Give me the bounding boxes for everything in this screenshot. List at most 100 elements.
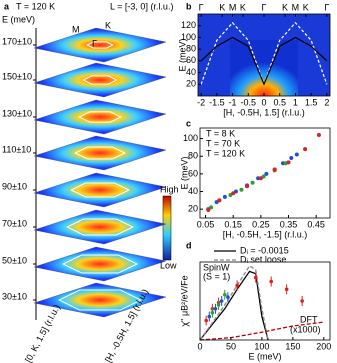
top-tick-label: M [229,2,237,12]
x-axis-label: [H, -0.5H, -1.5] (r.l.u.) [223,229,308,239]
y-tick-label: 100 [183,133,198,143]
x-tick-label: 0.45 [307,219,325,229]
point [250,180,255,185]
point [316,133,321,138]
energy-label: 90±10 [2,181,27,191]
x-tick-label: 0.5 [273,97,286,107]
x-tick-label: 1.5 [305,97,318,107]
top-tick-label: K [240,2,246,12]
colorbar-label: High [160,184,179,194]
point [284,287,289,292]
point [213,307,218,311]
point [294,152,299,157]
x-tick-label: 0.05 [197,219,215,229]
x-axis-label: [0, K, 1.5] (r.l.u.) [23,303,62,363]
colorbar-label: Low [160,260,177,270]
x-tick-label: 0 [261,97,266,107]
subtitle: L = [-3, 0] (r.l.u.) [110,1,173,11]
x-tick-label: -1.5 [209,97,225,107]
annotation: (x1000) [290,324,321,334]
point [269,279,273,284]
x-tick-label: 200 [316,341,331,351]
y-tick-label: 60 [186,55,196,65]
top-tick-label: K [282,2,288,12]
plot-frame [199,127,331,219]
slice [33,209,167,245]
point [256,176,261,181]
energy-label: 50±10 [2,255,27,265]
legend-entry: Dᵢ = -0.0015 [240,245,289,255]
top-tick-label: M [292,2,300,12]
panel-label: c [186,118,191,128]
top-tick-label: K [303,2,309,12]
slice [33,27,167,63]
legend-entry: T = 120 K [206,148,245,158]
legend-entry: T = 8 K [206,128,235,138]
energy-label: 130±10 [2,108,32,118]
x-axis-label: E (meV) [248,351,281,361]
energy-label: 170±10 [2,36,32,46]
legend-entry: T = 70 K [206,138,240,148]
point-label: Γ [92,38,97,48]
panel-label: d [186,240,192,250]
slice [33,99,167,135]
y-tick-label: 100 [181,32,196,42]
y-axis-label: χ'' μB²/eV/Fe [179,275,189,326]
y-tick-label: 40 [188,186,198,196]
top-tick-label: Γ [324,2,329,12]
y-tick-label: 20 [188,204,198,214]
hexagon [78,111,122,123]
y-tick-label: 60 [188,168,198,178]
top-tick-label: Γ [262,2,267,12]
point [210,310,215,315]
annotation: DFT [300,314,318,324]
x-tick-label: 0.15 [224,219,242,229]
y-axis-label: E (meV) [179,156,189,189]
model-line [199,321,324,341]
point [222,194,227,199]
panel-label: b [186,1,192,11]
point-label: M [72,24,80,34]
model-line [199,270,269,341]
point [216,303,221,307]
x-tick-label: 150 [285,341,300,351]
point [280,161,285,166]
slice [33,135,167,171]
hexagon [86,41,114,49]
point [286,160,291,165]
hexagon [66,218,134,236]
point [222,292,227,297]
point-label: K [105,20,111,30]
colorbar [162,195,172,261]
x-tick-label: 100 [254,341,269,351]
hexagon [82,75,118,85]
y-tick-label: 40 [186,67,196,77]
x-tick-label: 2 [324,97,329,107]
x-tick-label: 0.25 [252,219,270,229]
point [209,205,214,210]
point [245,184,250,189]
y-axis-label: E (meV) [177,38,187,71]
energy-label: 30±10 [2,291,27,301]
energy-label: 70±10 [2,218,27,228]
plot-frame [199,261,331,341]
panel-b-background [198,14,330,96]
x-tick-label: 0.35 [280,219,298,229]
energy-label: 150±10 [2,71,32,81]
point [219,299,224,303]
point [253,275,258,280]
energy-label: 110±10 [2,144,31,154]
point [217,198,222,203]
point [272,167,277,172]
panel-label: a [4,1,10,11]
point [207,314,212,319]
heatmap-blob [230,40,298,96]
x-tick-label: 0 [197,341,202,351]
point [264,171,269,176]
y-tick-label: 120 [181,20,196,30]
point [258,176,263,181]
legend-entry: Dᵢ set loose [240,254,286,264]
y-tick-label: 80 [186,44,196,54]
slice [33,246,167,282]
